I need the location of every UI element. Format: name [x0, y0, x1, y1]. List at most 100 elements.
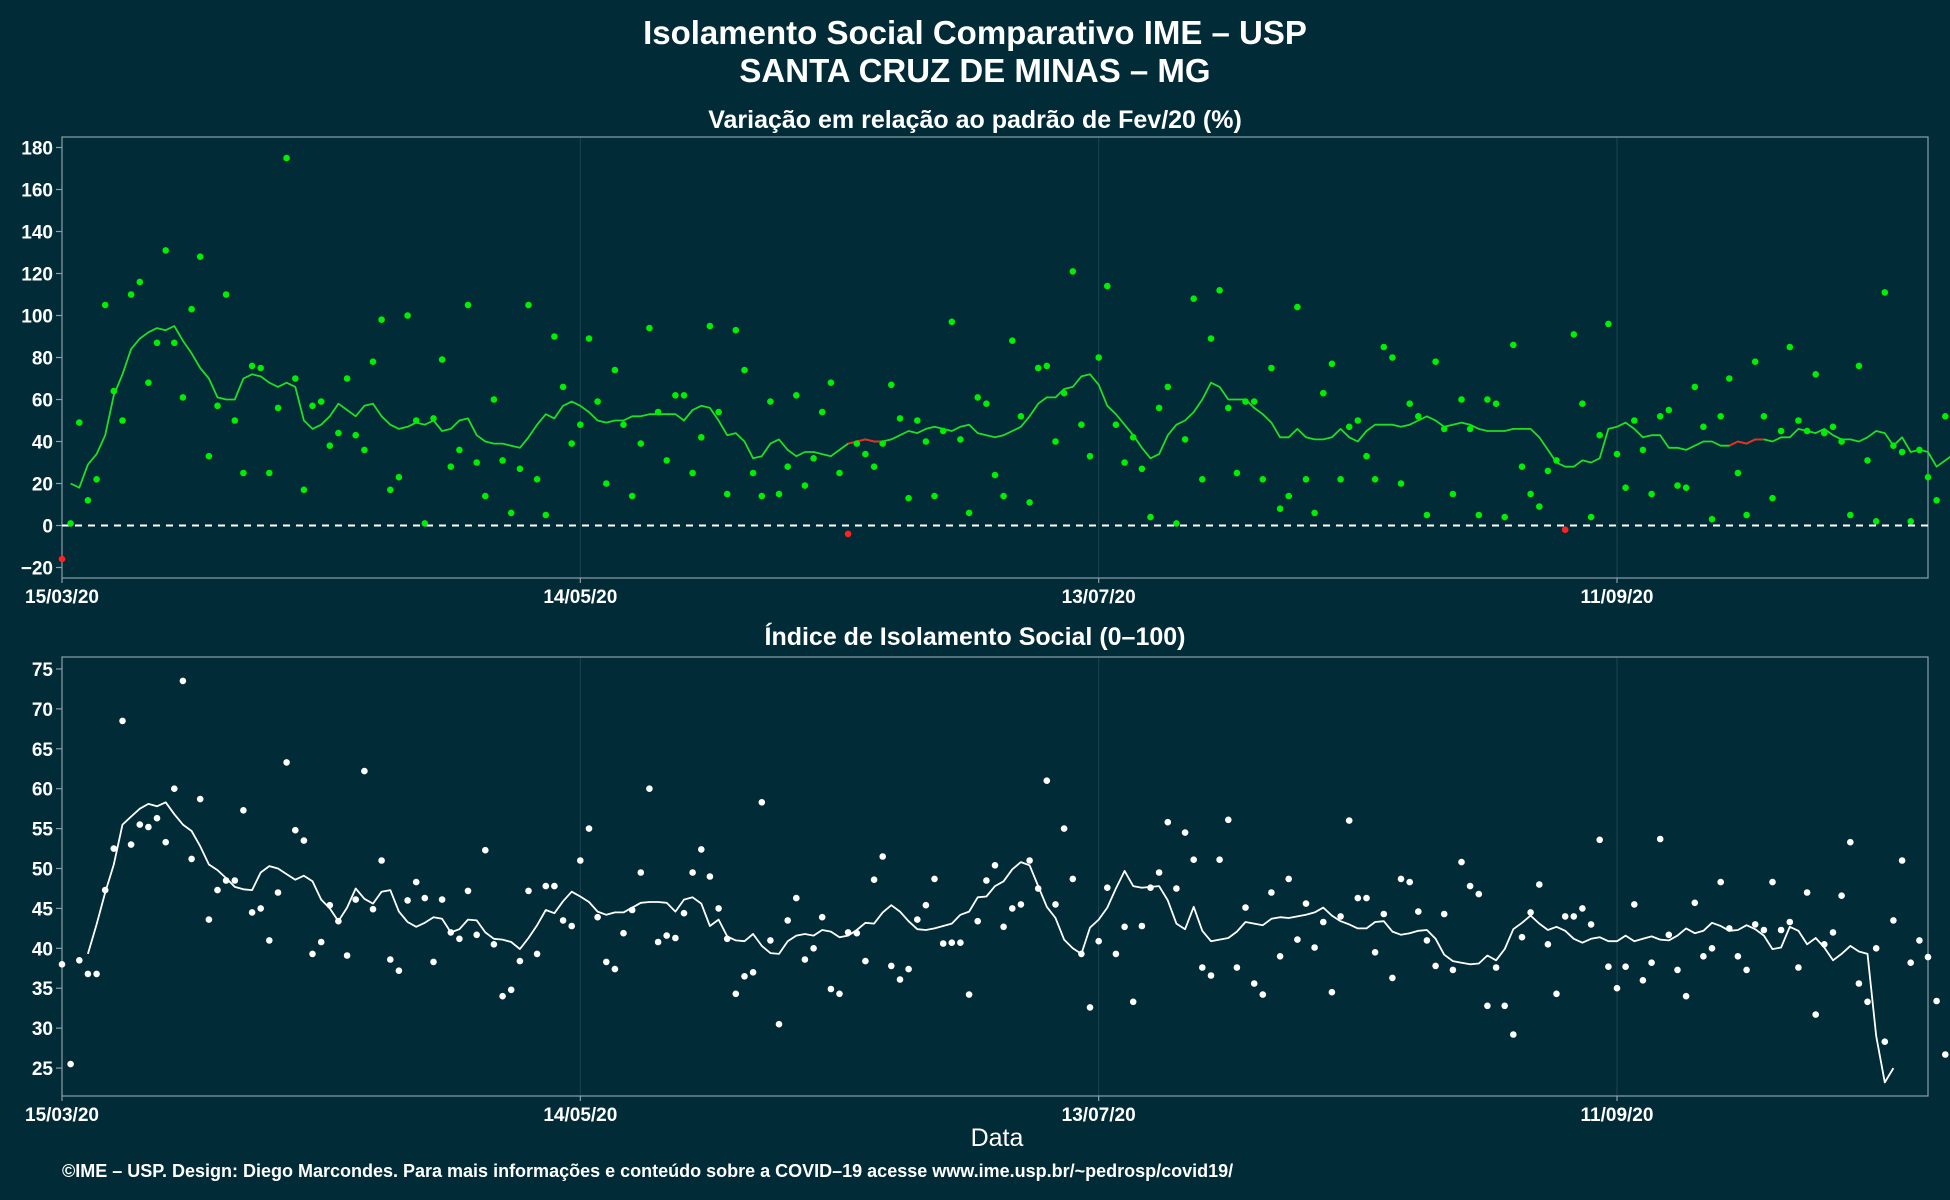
top-data-point	[689, 469, 696, 477]
bottom-data-point	[922, 901, 930, 909]
bottom-data-point	[292, 826, 299, 834]
bottom-data-point	[931, 875, 938, 883]
bottom-data-point	[274, 889, 282, 896]
top-data-point	[853, 440, 861, 447]
top-data-point	[922, 438, 930, 445]
top-data-point	[1406, 400, 1413, 408]
top-data-point	[1173, 520, 1180, 527]
top-data-point	[1423, 511, 1431, 519]
top-y-tick-label: 180	[21, 139, 53, 160]
bottom-y-tick-label: 65	[32, 740, 54, 761]
top-data-point	[352, 431, 360, 439]
bottom-data-point	[698, 846, 705, 853]
bottom-data-point	[1458, 858, 1465, 866]
top-data-point	[1544, 467, 1552, 475]
top-x-tick-label: 15/03/20	[25, 587, 99, 608]
top-data-point	[1268, 364, 1275, 372]
top-data-point	[1034, 364, 1042, 372]
bottom-data-point	[1147, 884, 1154, 891]
bottom-data-point	[672, 934, 679, 942]
chart-title-line2: SANTA CRUZ DE MINAS – MG	[739, 52, 1210, 89]
bottom-data-point	[1682, 992, 1690, 1000]
bottom-data-point	[1345, 817, 1353, 824]
bottom-data-point	[343, 952, 351, 959]
top-data-point	[222, 291, 230, 298]
bottom-data-point	[965, 991, 973, 998]
top-data-point	[1285, 492, 1292, 500]
top-data-point	[1769, 494, 1776, 502]
bottom-data-point	[559, 917, 567, 924]
bottom-data-point	[1112, 950, 1120, 958]
bottom-data-point	[844, 929, 852, 936]
bottom-data-point	[309, 950, 316, 958]
bottom-data-point	[1518, 933, 1526, 941]
bottom-data-point	[1294, 936, 1301, 943]
top-data-point	[611, 366, 619, 374]
bottom-data-point	[1605, 963, 1612, 970]
bottom-data-point	[568, 922, 575, 930]
bottom-data-point	[585, 825, 593, 832]
top-data-point	[1631, 417, 1638, 424]
bottom-data-point	[879, 853, 886, 860]
top-data-point	[551, 333, 558, 340]
top-data-point	[974, 394, 981, 401]
x-axis-label: Data	[971, 1124, 1024, 1152]
bottom-data-point	[1492, 964, 1500, 971]
top-data-point	[438, 356, 446, 363]
top-data-point	[1553, 457, 1560, 464]
bottom-data-point	[456, 935, 463, 943]
bottom-data-point	[1916, 937, 1923, 944]
bottom-data-point	[145, 823, 152, 831]
bottom-data-point	[853, 929, 861, 937]
top-data-point	[283, 154, 290, 162]
bottom-data-point	[1570, 913, 1578, 920]
bottom-data-point	[1924, 953, 1932, 961]
bottom-data-point	[1250, 980, 1258, 987]
footer-credit: ©IME – USP. Design: Diego Marcondes. Par…	[62, 1161, 1233, 1181]
bottom-y-tick-label: 50	[32, 860, 53, 881]
bottom-data-point	[749, 969, 757, 976]
top-data-point	[1492, 400, 1500, 408]
top-data-point	[1656, 413, 1664, 420]
top-data-point	[1440, 425, 1448, 433]
top-data-point	[1129, 434, 1137, 441]
bottom-data-point	[1164, 818, 1172, 826]
bottom-data-point	[335, 917, 342, 925]
bottom-data-point	[1665, 931, 1673, 939]
bottom-data-point	[438, 896, 446, 903]
bottom-data-point	[818, 913, 826, 921]
top-data-point	[603, 480, 610, 487]
top-data-point	[1432, 358, 1439, 366]
bottom-data-point	[1216, 856, 1223, 863]
top-data-point	[1164, 383, 1172, 391]
bottom-data-point	[957, 939, 964, 946]
bottom-y-tick-label: 60	[32, 780, 53, 801]
top-data-point	[1726, 375, 1733, 382]
bottom-data-point	[1060, 825, 1068, 832]
top-data-point	[1648, 490, 1655, 498]
top-data-point	[84, 497, 92, 504]
bottom-data-point	[1821, 941, 1828, 948]
bottom-data-point	[395, 967, 403, 974]
top-data-point	[171, 339, 178, 347]
top-data-point	[1829, 423, 1837, 431]
top-data-point	[317, 398, 325, 405]
bottom-data-point	[1440, 910, 1448, 918]
top-data-point	[1155, 404, 1163, 412]
bottom-data-point	[680, 909, 688, 917]
top-data-point	[361, 446, 368, 454]
bottom-data-point	[361, 767, 368, 775]
top-data-point	[1311, 509, 1318, 517]
top-data-point	[499, 457, 506, 464]
top-data-point	[948, 318, 956, 326]
top-panel-title: Variação em relação ao padrão de Fev/20 …	[708, 106, 1242, 134]
bottom-data-point	[1933, 997, 1940, 1005]
top-data-point	[775, 490, 783, 498]
top-data-point	[240, 469, 247, 477]
top-data-point	[1104, 282, 1111, 290]
bottom-data-point	[1734, 953, 1742, 960]
top-data-point	[836, 469, 843, 477]
top-data-point	[76, 419, 83, 426]
bottom-data-point	[1708, 945, 1716, 952]
top-data-point	[1605, 320, 1612, 328]
